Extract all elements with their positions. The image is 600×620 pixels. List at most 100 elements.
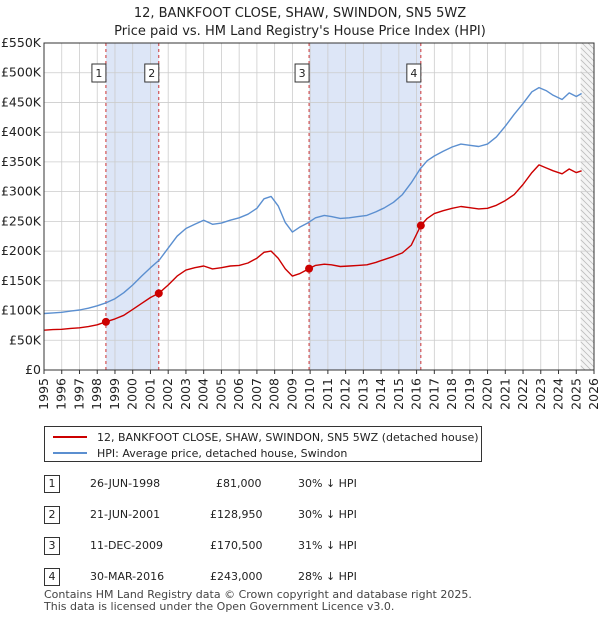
sale-point: [305, 264, 314, 273]
y-tick-label: £400K: [1, 124, 42, 139]
hatch-line: [580, 47, 595, 62]
y-tick-label: £200K: [1, 243, 42, 258]
x-tick-label: 2004: [196, 378, 211, 410]
y-tick-label: £450K: [1, 94, 42, 109]
x-tick-label: 2008: [267, 378, 282, 410]
sale-price: £243,000: [210, 570, 263, 583]
chart-legend: 12, BANKFOOT CLOSE, SHAW, SWINDON, SN5 5…: [44, 426, 482, 462]
x-tick-label: 2010: [302, 378, 317, 410]
sale-label-box: [91, 63, 107, 83]
y-tick-label: £150K: [1, 273, 42, 288]
sale-label-box: [406, 63, 422, 83]
chart-subtitle: Price paid vs. HM Land Registry's House …: [114, 24, 486, 39]
x-tick-label: 2025: [568, 378, 583, 410]
y-tick-label: £550K: [1, 35, 42, 50]
sale-number-badge: 3: [44, 537, 60, 555]
footer-line-2: This data is licensed under the Open Gov…: [44, 600, 395, 613]
x-tick-label: 2017: [426, 378, 441, 410]
legend-item-hpi: HPI: Average price, detached house, Swin…: [53, 445, 347, 461]
hatch-line: [580, 53, 595, 68]
hatch-line: [580, 155, 595, 170]
hatch-line: [580, 347, 595, 362]
x-tick-label: 2001: [142, 378, 157, 410]
x-tick-label: 1998: [89, 378, 104, 410]
attribution-footer: Contains HM Land Registry data © Crown c…: [44, 589, 472, 613]
sale-date: 21-JUN-2001: [90, 508, 161, 521]
hatch-line: [580, 245, 595, 260]
x-tick-label: 2014: [373, 378, 388, 410]
sale-delta: 30% ↓ HPI: [298, 477, 357, 490]
sale-number-badge: 4: [44, 568, 60, 586]
hatch-line: [580, 209, 595, 224]
x-tick-label: 2013: [355, 378, 370, 410]
sale-label-box: [294, 63, 310, 83]
footer-line-1: Contains HM Land Registry data © Crown c…: [44, 588, 472, 601]
sale-price: £81,000: [216, 477, 262, 490]
sale-date: 11-DEC-2009: [90, 539, 164, 552]
hatch-line: [580, 335, 595, 350]
price-chart: 12, BANKFOOT CLOSE, SHAW, SWINDON, SN5 5…: [1, 6, 600, 410]
projection-region: [580, 43, 594, 370]
hatch-line: [580, 263, 595, 278]
x-tick-label: 1995: [36, 378, 51, 410]
sale-label-box: [144, 63, 160, 83]
hatch-line: [580, 71, 595, 86]
legend-label-property: 12, BANKFOOT CLOSE, SHAW, SWINDON, SN5 5…: [97, 430, 479, 444]
legend-item-property: 12, BANKFOOT CLOSE, SHAW, SWINDON, SN5 5…: [53, 429, 479, 445]
hatch-line: [580, 275, 595, 290]
legend-swatch-property: [53, 436, 87, 438]
sale-label-number: 4: [410, 67, 417, 80]
hatch-line: [587, 42, 595, 50]
hatch-line: [580, 107, 595, 122]
hatch-line: [580, 287, 595, 302]
x-tick-label: 1996: [54, 378, 69, 410]
hatch-line: [580, 311, 595, 326]
hatch-line: [580, 305, 595, 320]
hatch-line: [580, 365, 586, 371]
hatch-line: [580, 143, 595, 158]
sale-date: 26-JUN-1998: [90, 477, 161, 490]
x-tick-label: 2026: [586, 378, 600, 410]
y-tick-label: £350K: [1, 154, 42, 169]
x-tick-label: 2000: [125, 378, 140, 410]
legend-swatch-hpi: [53, 452, 87, 454]
x-tick-label: 2015: [391, 378, 406, 410]
y-tick-label: £250K: [1, 213, 42, 228]
hatch-line: [580, 257, 595, 272]
hpi-line: [43, 86, 582, 315]
sale-price: £170,500: [210, 539, 263, 552]
x-tick-label: 1997: [71, 378, 86, 410]
sale-delta: 31% ↓ HPI: [298, 539, 357, 552]
hatch-line: [581, 42, 595, 56]
sale-point: [416, 221, 425, 230]
hatch-line: [580, 329, 595, 344]
sale-number-badge: 1: [44, 475, 60, 493]
x-tick-label: 2005: [213, 378, 228, 410]
y-tick-label: £50K: [9, 332, 42, 347]
hatch-line: [580, 77, 595, 92]
hatch-line: [580, 101, 595, 116]
hatch-line: [580, 83, 595, 98]
x-tick-label: 2007: [249, 378, 264, 410]
hatch-line: [580, 167, 595, 182]
hatch-line: [580, 281, 595, 296]
sale-delta: 30% ↓ HPI: [298, 508, 357, 521]
shaded-ownership-span: [309, 43, 421, 370]
hatch-line: [580, 293, 595, 308]
sale-label-number: 2: [148, 67, 155, 80]
hatch-line: [580, 89, 595, 104]
hatch-line: [580, 341, 595, 356]
hatch-line: [580, 353, 595, 368]
x-tick-label: 2003: [178, 378, 193, 410]
x-tick-label: 2006: [231, 378, 246, 410]
x-tick-label: 2020: [480, 378, 495, 410]
y-tick-label: £0: [25, 362, 41, 377]
x-tick-label: 2018: [444, 378, 459, 410]
x-tick-label: 2009: [284, 378, 299, 410]
hatch-line: [580, 203, 595, 218]
hatch-line: [580, 149, 595, 164]
y-tick-label: £500K: [1, 65, 42, 80]
hatch-line: [580, 197, 595, 212]
sale-point: [101, 317, 110, 326]
hatch-line: [580, 131, 595, 146]
